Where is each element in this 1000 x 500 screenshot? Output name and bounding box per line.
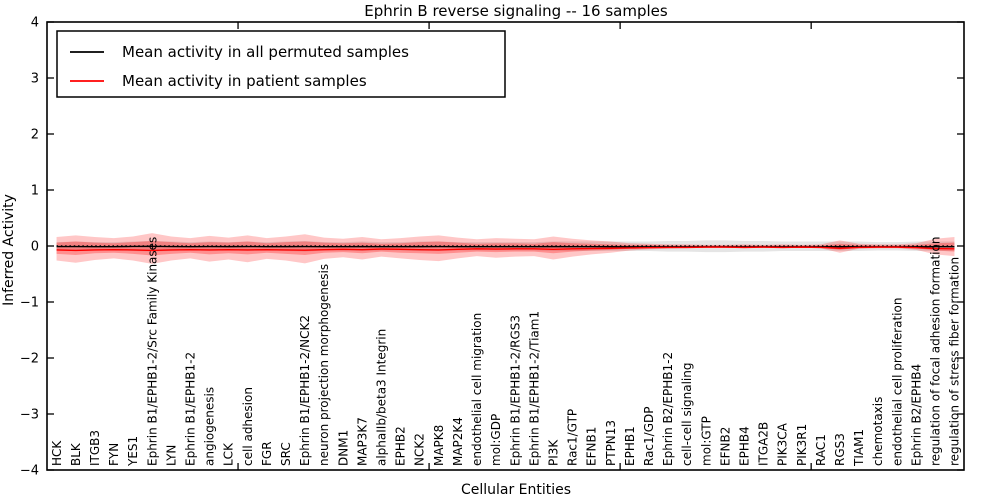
x-axis-label: Cellular Entities: [461, 482, 571, 498]
x-tick-label: EFNB1: [585, 427, 599, 466]
legend: Mean activity in all permuted samples Me…: [56, 30, 506, 98]
series-lines: [56, 245, 955, 252]
x-tick-label: regulation of focal adhesion formation: [929, 237, 943, 466]
y-tick-label: −1: [20, 296, 39, 311]
x-tick-label: Ephrin B1/EPHB1-2/Tiam1: [527, 311, 541, 466]
legend-label-permuted: Mean activity in all permuted samples: [122, 43, 409, 61]
x-tick-label: alphaIIb/beta3 Integrin: [375, 329, 389, 466]
x-tick-label: neuron projection morphogenesis: [317, 264, 331, 466]
x-tick-label: LCK: [222, 442, 236, 466]
x-tick-label: mol:GTP: [699, 416, 713, 466]
x-tick-label: Ephrin B2/EPHB1-2: [661, 352, 675, 466]
x-tick-label: NCK2: [413, 433, 427, 466]
x-tick-label: Ephrin B1/EPHB1-2/RGS3: [508, 315, 522, 466]
legend-box: [56, 30, 506, 98]
y-tick-label: 4: [31, 16, 39, 31]
x-tick-label: Ephrin B2/EPHB4: [909, 364, 923, 466]
x-tick-label: PI3K: [546, 439, 560, 466]
x-tick-label: MAPK8: [432, 425, 446, 466]
y-tick-label: 0: [31, 240, 39, 255]
x-tick-label: EPHB2: [394, 426, 408, 466]
x-tick-label: FYN: [107, 443, 121, 466]
y-tick-label: −3: [20, 408, 39, 423]
x-tick-label: EPHB1: [623, 426, 637, 466]
y-tick-labels: −4 −3 −2 −1 0 1 2 3 4: [20, 16, 39, 479]
x-tick-label: ITGB3: [88, 430, 102, 466]
x-tick-label: LYN: [164, 445, 178, 466]
legend-label-patient: Mean activity in patient samples: [122, 72, 367, 90]
x-tick-label: HCK: [50, 440, 64, 466]
x-tick-label: cell-cell signaling: [680, 363, 694, 467]
y-tick-label: 3: [31, 72, 39, 87]
x-tick-label: TIAM1: [852, 429, 866, 467]
x-tick-label: ITGA2B: [757, 422, 771, 466]
x-tick-label: Ephrin B1/EPHB1-2/Src Family Kinases: [145, 237, 159, 466]
y-tick-label: 2: [31, 128, 39, 143]
axes-frame: [46, 21, 965, 471]
x-tick-label: endothelial cell migration: [470, 313, 484, 466]
x-tick-label: mol:GDP: [489, 414, 503, 466]
x-tick-label: Rac1/GDP: [642, 407, 656, 466]
x-tick-label: endothelial cell proliferation: [890, 298, 904, 466]
x-tick-label: SRC: [279, 442, 293, 466]
x-tick-label: angiogenesis: [203, 387, 217, 466]
x-tick-label: PIK3CA: [776, 422, 790, 466]
x-tick-label: EPHB4: [738, 426, 752, 466]
y-axis-label: Inferred Activity: [1, 194, 17, 306]
x-tick-label: MAP2K4: [451, 417, 465, 466]
x-tick-label: MAP3K7: [355, 417, 369, 466]
x-tick-label: EFNB2: [718, 427, 732, 466]
x-tick-label: Ephrin B1/EPHB1-2: [183, 352, 197, 466]
x-tick-label: Rac1/GTP: [566, 409, 580, 466]
x-tick-label: PTPN13: [604, 420, 618, 466]
x-tick-label: regulation of stress fiber formation: [948, 257, 962, 466]
x-tick-label: Ephrin B1/EPHB1-2/NCK2: [298, 315, 312, 466]
y-tick-label: −2: [20, 352, 39, 367]
x-tick-label: cell adhesion: [241, 387, 255, 466]
x-tick-label: YES1: [126, 436, 140, 467]
x-tick-label: BLK: [69, 442, 83, 466]
x-tick-label: RGS3: [833, 433, 847, 466]
x-tick-label: chemotaxis: [871, 397, 885, 466]
x-tick-label: FGR: [260, 441, 274, 466]
y-tick-label: −4: [20, 464, 39, 479]
x-tick-label: DNM1: [336, 430, 350, 466]
chart-title: Ephrin B reverse signaling -- 16 samples: [364, 2, 668, 20]
series-line-solid-ff0000: [56, 246, 955, 252]
y-tick-label: 1: [31, 184, 39, 199]
x-tick-labels: HCK BLK ITGB3 FYN YES1 Ephrin B1/EPHB1-2/Src …: [50, 237, 962, 467]
x-tick-label: RAC1: [814, 434, 828, 466]
x-tick-label: PIK3R1: [795, 424, 809, 466]
